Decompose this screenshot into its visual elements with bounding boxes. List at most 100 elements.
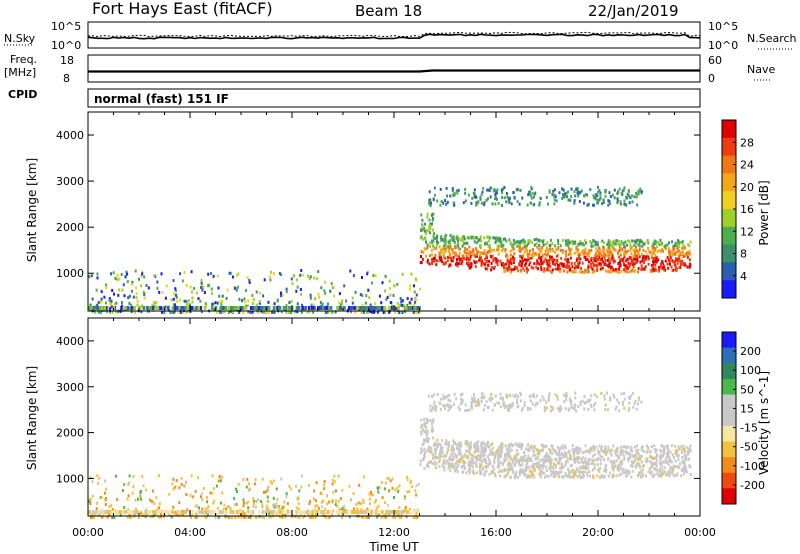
data-cell <box>426 430 429 434</box>
data-cell <box>466 450 469 453</box>
data-cell <box>587 407 590 411</box>
data-cell <box>591 468 594 472</box>
data-cell <box>535 402 538 406</box>
data-cell <box>280 508 283 511</box>
data-cell <box>194 504 197 508</box>
data-cell <box>175 479 178 482</box>
data-cell <box>500 450 503 454</box>
data-cell <box>441 464 444 468</box>
data-cell <box>612 268 615 272</box>
data-cell <box>688 262 691 266</box>
data-cell <box>181 279 184 283</box>
data-cell <box>352 492 355 495</box>
data-cell <box>370 490 372 494</box>
data-cell <box>543 267 546 271</box>
data-cell <box>549 469 552 473</box>
data-cell <box>302 515 305 519</box>
data-cell <box>492 189 495 193</box>
data-cell <box>420 228 423 232</box>
data-cell <box>556 460 559 464</box>
data-cell <box>266 495 269 499</box>
data-cell <box>627 457 629 461</box>
data-cell <box>667 470 670 474</box>
data-cell <box>372 274 375 277</box>
data-cell <box>542 444 545 448</box>
data-cell <box>468 446 470 450</box>
data-cell <box>446 459 449 463</box>
data-cell <box>335 499 337 503</box>
data-cell <box>120 306 123 310</box>
data-cell <box>441 451 444 455</box>
data-cell <box>632 248 635 252</box>
data-cell <box>607 474 610 478</box>
data-cell <box>473 472 476 476</box>
data-cell <box>628 201 631 205</box>
data-cell <box>125 270 128 274</box>
data-cell <box>666 446 669 449</box>
data-cell <box>127 494 130 498</box>
data-cell <box>123 510 126 514</box>
data-cell <box>246 304 249 308</box>
data-cell <box>580 460 583 464</box>
data-cell <box>676 261 679 265</box>
data-cell <box>374 302 377 306</box>
data-cell <box>640 475 643 479</box>
data-cell <box>484 470 487 474</box>
data-cell <box>420 426 423 429</box>
data-cell <box>374 498 377 502</box>
data-cell <box>145 488 148 492</box>
y-tick-label: 3000 <box>56 381 84 394</box>
data-cell <box>678 465 681 469</box>
data-cell <box>386 476 389 480</box>
data-cell <box>218 294 221 298</box>
data-cell <box>320 510 323 514</box>
data-cell <box>397 308 400 312</box>
data-cell <box>176 300 179 303</box>
data-cell <box>267 500 270 503</box>
data-cell <box>627 452 630 456</box>
data-cell <box>261 503 264 507</box>
data-cell <box>618 409 621 413</box>
data-cell <box>444 238 447 242</box>
data-cell <box>547 396 550 400</box>
data-cell <box>505 266 508 270</box>
data-cell <box>623 253 626 257</box>
data-cell <box>637 270 639 274</box>
data-cell <box>557 245 560 249</box>
data-cell <box>586 253 589 257</box>
data-cell <box>142 290 145 294</box>
data-cell <box>182 513 185 516</box>
data-cell <box>630 245 633 249</box>
data-cell <box>558 265 561 269</box>
data-cell <box>545 474 547 478</box>
data-cell <box>682 444 685 448</box>
data-cell <box>400 510 404 514</box>
data-cell <box>454 251 457 255</box>
data-cell <box>472 400 475 404</box>
data-cell <box>479 458 482 462</box>
data-cell <box>489 186 492 190</box>
data-cell <box>273 505 276 509</box>
data-cell <box>513 252 516 256</box>
data-cell <box>504 444 507 448</box>
data-cell <box>368 306 372 310</box>
data-cell <box>251 310 254 314</box>
data-cell <box>229 510 232 514</box>
data-cell <box>248 281 251 284</box>
data-cell <box>141 272 144 276</box>
data-cell <box>295 306 299 310</box>
data-cell <box>186 302 188 306</box>
data-cell <box>631 463 634 467</box>
data-cell <box>565 474 568 477</box>
data-cell <box>542 461 545 465</box>
data-cell <box>520 264 523 268</box>
data-cell <box>263 491 265 494</box>
data-cell <box>462 239 465 243</box>
data-cell <box>496 248 499 252</box>
data-cell <box>495 449 498 453</box>
data-cell <box>417 510 420 514</box>
data-cell <box>170 515 173 519</box>
data-cell <box>525 464 528 468</box>
data-cell <box>487 235 490 239</box>
colorbar-segment <box>722 378 736 396</box>
